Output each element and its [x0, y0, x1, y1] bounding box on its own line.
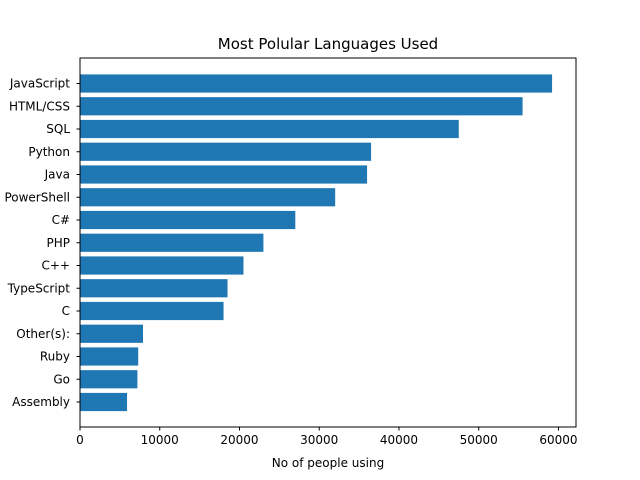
x-tick-label: 0 [76, 433, 84, 447]
bar-html-css [80, 97, 523, 116]
y-tick-label: TypeScript [7, 281, 71, 295]
chart-title: Most Polular Languages Used [218, 35, 438, 53]
bar-java [80, 165, 368, 184]
y-tick-label: C++ [42, 259, 71, 273]
bar-javascript [80, 74, 553, 93]
y-tick-label: HTML/CSS [9, 99, 70, 113]
bar-c [80, 210, 296, 230]
y-tick-label: Java [44, 168, 70, 182]
bar-typescript [80, 279, 228, 298]
bar-c [80, 256, 244, 275]
bar-ruby [80, 347, 139, 366]
bar-php [80, 233, 264, 252]
x-tick-label: 20000 [220, 433, 258, 447]
x-tick-label: 60000 [539, 433, 577, 447]
plot-frame [79, 57, 577, 428]
x-axis-ticks: 0 10000 20000 30000 40000 50000 60000 [76, 427, 578, 447]
y-tick-label: C# [52, 213, 70, 227]
bar-powershell [80, 188, 336, 207]
bar-assembly [80, 392, 128, 412]
bar-sql [80, 119, 459, 139]
y-tick-label: C [62, 304, 70, 318]
y-tick-label: PHP [47, 236, 71, 250]
y-tick-label: Python [28, 145, 70, 159]
x-tick-label: 30000 [300, 433, 338, 447]
x-tick-label: 40000 [380, 433, 418, 447]
y-tick-label: Go [53, 372, 70, 386]
x-tick-label: 10000 [141, 433, 179, 447]
y-tick-label: SQL [46, 122, 70, 136]
y-tick-label: JavaScript [9, 77, 70, 91]
bar-python [80, 142, 372, 161]
bar-go [80, 370, 138, 389]
y-tick-label: Other(s): [16, 327, 70, 341]
y-tick-label: Ruby [40, 350, 70, 364]
bar-c [80, 301, 224, 321]
x-axis-label: No of people using [272, 456, 384, 470]
x-tick-label: 50000 [460, 433, 498, 447]
bars-group [80, 74, 553, 412]
y-axis-ticks: Assembly Go Ruby Other(s): C TypeScript C++ PHP… [4, 77, 80, 409]
y-tick-label: PowerShell [4, 190, 70, 204]
bar-other-s [80, 324, 143, 343]
y-tick-label: Assembly [12, 395, 70, 409]
